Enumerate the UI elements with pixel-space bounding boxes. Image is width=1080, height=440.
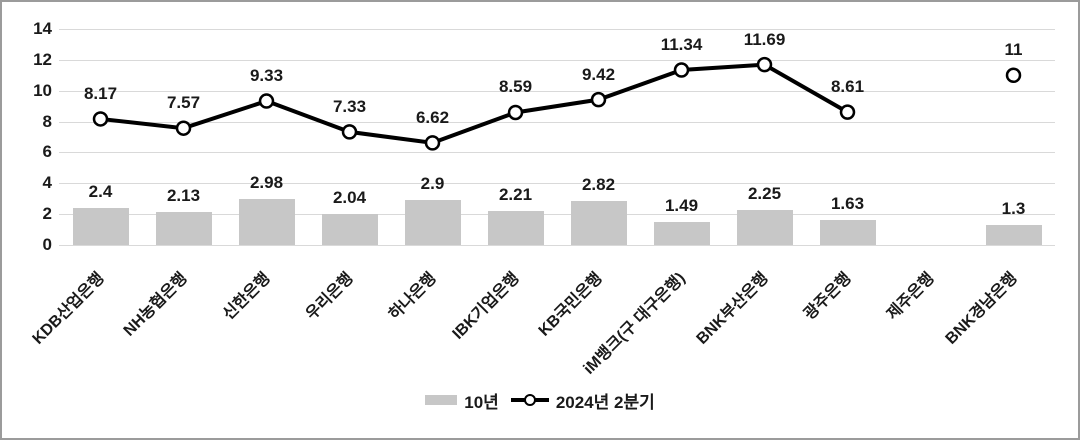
y-axis-tick-label: 4 bbox=[42, 173, 52, 193]
bar-value-label: 2.25 bbox=[747, 184, 782, 204]
line-point-marker bbox=[341, 124, 358, 140]
line-point-marker bbox=[1005, 67, 1022, 84]
bar bbox=[736, 210, 793, 245]
bar bbox=[985, 224, 1042, 245]
bar bbox=[321, 213, 378, 245]
gridline bbox=[59, 121, 1055, 123]
gridline bbox=[59, 245, 1055, 246]
line-value-label: 8.17 bbox=[83, 83, 118, 103]
bar-value-label: 1.3 bbox=[1001, 198, 1026, 218]
bar-value-label: 2.21 bbox=[498, 184, 533, 204]
y-axis-tick-label: 8 bbox=[42, 111, 52, 131]
line-value-label: 9.42 bbox=[581, 64, 616, 84]
line-point-marker bbox=[507, 104, 524, 121]
bar bbox=[404, 200, 461, 245]
legend-label-line-series: 2024년 2분기 bbox=[555, 392, 655, 412]
gridline bbox=[59, 29, 1055, 30]
bar bbox=[238, 199, 295, 245]
bar-value-label: 2.04 bbox=[332, 187, 367, 207]
line-point-marker bbox=[590, 91, 607, 108]
line-value-label: 11 bbox=[1004, 40, 1023, 60]
bar-value-label: 2.82 bbox=[581, 175, 616, 195]
bar-value-label: 1.63 bbox=[830, 193, 865, 213]
legend: 10년 2024년 2분기 bbox=[2, 388, 1078, 412]
line-value-label: 7.33 bbox=[332, 96, 367, 116]
legend-label-bar-series: 10년 bbox=[464, 392, 499, 412]
line-series-swatch bbox=[510, 394, 549, 406]
line-value-label: 9.33 bbox=[249, 66, 284, 86]
bar bbox=[653, 222, 710, 245]
line-value-label: 8.61 bbox=[830, 77, 865, 97]
line-point-marker bbox=[839, 104, 856, 120]
line-value-label: 11.69 bbox=[743, 29, 786, 49]
bar bbox=[819, 219, 876, 245]
bar bbox=[570, 201, 627, 245]
bar-value-label: 2.9 bbox=[420, 174, 445, 194]
bar bbox=[72, 207, 129, 245]
y-axis-tick-label: 12 bbox=[33, 49, 52, 69]
line-point-marker bbox=[92, 111, 109, 127]
gridline bbox=[59, 214, 1055, 216]
y-axis-tick-label: 2 bbox=[42, 204, 52, 224]
line-value-label: 11.34 bbox=[660, 35, 703, 55]
open-circle-marker-icon bbox=[523, 394, 536, 406]
line-series bbox=[59, 2, 1055, 272]
bar-value-label: 2.4 bbox=[88, 181, 113, 201]
line-value-label: 8.59 bbox=[498, 77, 533, 97]
line-value-label: 6.62 bbox=[415, 107, 450, 127]
gridline bbox=[59, 152, 1055, 154]
line-point-marker bbox=[673, 62, 690, 78]
line-point-marker bbox=[424, 135, 441, 151]
legend-item-line-series: 2024년 2분기 bbox=[510, 388, 655, 413]
y-axis-tick-label: 0 bbox=[42, 235, 52, 254]
bar bbox=[155, 212, 212, 245]
y-axis-tick-label: 10 bbox=[33, 80, 52, 100]
bar-value-label: 2.98 bbox=[249, 173, 284, 193]
y-axis-tick-label: 6 bbox=[42, 142, 52, 162]
gridline bbox=[59, 183, 1055, 185]
legend-item-bar-series: 10년 bbox=[425, 388, 499, 413]
line-point-marker bbox=[258, 93, 275, 109]
line-point-marker bbox=[756, 56, 773, 73]
line-point-marker bbox=[175, 120, 192, 136]
bar-value-label: 1.49 bbox=[664, 196, 699, 215]
gridline bbox=[59, 59, 1055, 61]
line-value-label: 7.57 bbox=[166, 93, 201, 113]
bar-value-label: 2.13 bbox=[166, 186, 201, 206]
gridline bbox=[59, 90, 1055, 92]
bar-series-swatch bbox=[425, 395, 458, 405]
bar bbox=[487, 210, 544, 245]
y-axis-tick-label: 14 bbox=[33, 19, 52, 38]
